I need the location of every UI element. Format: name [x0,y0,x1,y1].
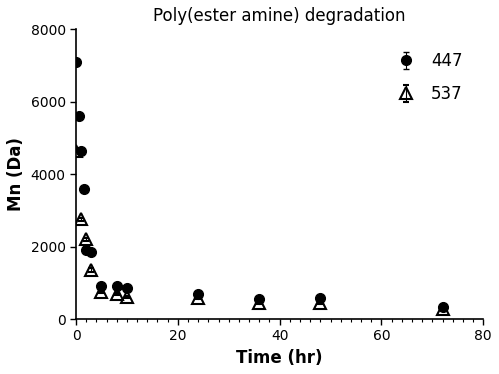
Legend: 447, 537: 447, 537 [389,52,463,103]
Y-axis label: Mn (Da): Mn (Da) [7,137,25,211]
X-axis label: Time (hr): Time (hr) [237,349,323,367]
Title: Poly(ester amine) degradation: Poly(ester amine) degradation [153,7,406,25]
